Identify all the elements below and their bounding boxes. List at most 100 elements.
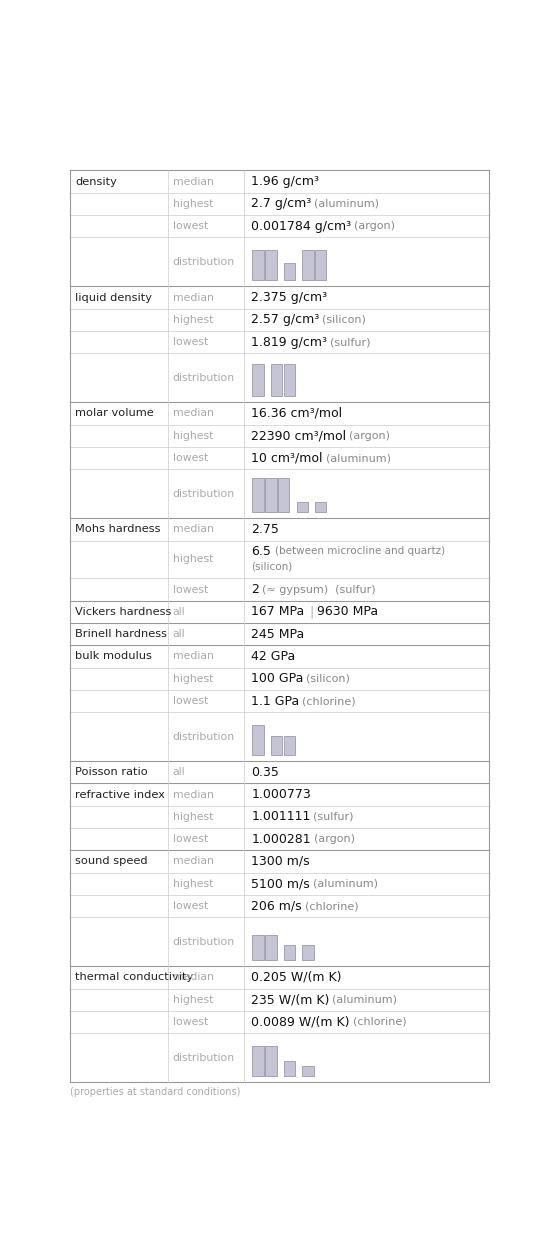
Text: highest: highest	[173, 199, 213, 209]
Text: Brinell hardness: Brinell hardness	[75, 629, 168, 639]
Text: density: density	[75, 177, 117, 187]
Text: 42 GPa: 42 GPa	[252, 650, 296, 662]
Text: (sulfur): (sulfur)	[330, 337, 371, 347]
Bar	[252, 935, 264, 960]
Text: median: median	[173, 972, 213, 982]
Text: lowest: lowest	[173, 696, 208, 706]
Text: highest: highest	[173, 879, 213, 889]
Text: highest: highest	[173, 431, 213, 441]
Text: 2.375 g/cm³: 2.375 g/cm³	[252, 291, 328, 304]
Text: 1.001111: 1.001111	[252, 810, 311, 823]
Bar	[252, 478, 264, 512]
Text: distribution: distribution	[173, 489, 235, 499]
Text: (aluminum): (aluminum)	[313, 879, 378, 889]
Text: 1.1 GPa: 1.1 GPa	[252, 695, 300, 707]
Text: highest: highest	[173, 674, 213, 684]
Text: distribution: distribution	[173, 1052, 235, 1063]
Text: 1.96 g/cm³: 1.96 g/cm³	[252, 176, 319, 188]
Text: (aluminum): (aluminum)	[333, 995, 397, 1005]
Text: distribution: distribution	[173, 732, 235, 742]
Bar	[302, 250, 313, 280]
Text: bulk modulus: bulk modulus	[75, 651, 152, 661]
Text: (aluminum): (aluminum)	[314, 199, 379, 209]
Text: lowest: lowest	[173, 1017, 208, 1027]
Text: median: median	[173, 177, 213, 187]
Text: all: all	[173, 606, 186, 616]
Text: lowest: lowest	[173, 337, 208, 347]
Bar	[265, 478, 277, 512]
Text: 245 MPa: 245 MPa	[252, 627, 305, 641]
Text: (properties at standard conditions): (properties at standard conditions)	[70, 1087, 241, 1097]
Text: lowest: lowest	[173, 901, 208, 911]
Bar	[265, 935, 277, 960]
Bar	[284, 364, 295, 396]
Text: (between microcline and quartz): (between microcline and quartz)	[275, 547, 445, 557]
Text: distribution: distribution	[173, 256, 235, 266]
Text: lowest: lowest	[173, 834, 208, 844]
Text: 100 GPa: 100 GPa	[252, 672, 304, 685]
Bar	[265, 250, 277, 280]
Text: (chlorine): (chlorine)	[302, 696, 356, 706]
Bar	[302, 945, 313, 960]
Text: (aluminum): (aluminum)	[325, 453, 390, 463]
Text: 0.35: 0.35	[252, 766, 280, 779]
Text: (≈ gypsum)  (sulfur): (≈ gypsum) (sulfur)	[262, 585, 376, 595]
Text: 2: 2	[252, 583, 259, 596]
Bar	[265, 1046, 277, 1076]
Text: 10 cm³/mol: 10 cm³/mol	[252, 452, 323, 464]
Bar	[284, 1061, 295, 1076]
Bar	[296, 502, 308, 512]
Text: molar volume: molar volume	[75, 408, 154, 418]
Text: distribution: distribution	[173, 936, 235, 946]
Text: 0.0089 W/(m K): 0.0089 W/(m K)	[252, 1016, 350, 1028]
Text: (chlorine): (chlorine)	[353, 1017, 406, 1027]
Text: median: median	[173, 857, 213, 867]
Text: lowest: lowest	[173, 222, 208, 232]
Text: (argon): (argon)	[349, 431, 390, 441]
Text: 167 MPa: 167 MPa	[252, 605, 305, 619]
Bar	[284, 736, 295, 756]
Text: 2.7 g/cm³: 2.7 g/cm³	[252, 198, 312, 210]
Text: 2.57 g/cm³: 2.57 g/cm³	[252, 314, 320, 326]
Text: 6.5: 6.5	[252, 544, 271, 558]
Text: liquid density: liquid density	[75, 293, 152, 303]
Text: Poisson ratio: Poisson ratio	[75, 767, 148, 777]
Bar	[252, 364, 264, 396]
Text: thermal conductivity: thermal conductivity	[75, 972, 194, 982]
Text: 1300 m/s: 1300 m/s	[252, 855, 310, 868]
Bar	[315, 250, 327, 280]
Text: (chlorine): (chlorine)	[305, 901, 358, 911]
Text: all: all	[173, 629, 186, 639]
Text: 5100 m/s: 5100 m/s	[252, 878, 310, 890]
Text: 0.001784 g/cm³: 0.001784 g/cm³	[252, 219, 352, 233]
Text: median: median	[173, 651, 213, 661]
Bar	[271, 736, 282, 756]
Text: (silicon): (silicon)	[322, 315, 366, 325]
Text: lowest: lowest	[173, 585, 208, 595]
Text: distribution: distribution	[173, 372, 235, 382]
Text: median: median	[173, 293, 213, 303]
Bar	[284, 945, 295, 960]
Text: 206 m/s: 206 m/s	[252, 900, 302, 913]
Text: median: median	[173, 789, 213, 799]
Text: median: median	[173, 408, 213, 418]
Text: highest: highest	[173, 554, 213, 564]
Text: (silicon): (silicon)	[306, 674, 351, 684]
Bar	[271, 364, 282, 396]
Text: sound speed: sound speed	[75, 857, 148, 867]
Text: 235 W/(m K): 235 W/(m K)	[252, 994, 330, 1006]
Text: 16.36 cm³/mol: 16.36 cm³/mol	[252, 407, 342, 420]
Text: highest: highest	[173, 812, 213, 822]
Bar	[284, 263, 295, 280]
Bar	[302, 1066, 313, 1076]
Text: refractive index: refractive index	[75, 789, 165, 799]
Text: (argon): (argon)	[313, 834, 355, 844]
Text: median: median	[173, 524, 213, 534]
Text: lowest: lowest	[173, 453, 208, 463]
Bar	[252, 1046, 264, 1076]
Bar	[278, 478, 289, 512]
Text: 2.75: 2.75	[252, 523, 280, 535]
Text: Mohs hardness: Mohs hardness	[75, 524, 161, 534]
Text: 1.000281: 1.000281	[252, 833, 311, 845]
Text: 0.205 W/(m K): 0.205 W/(m K)	[252, 971, 342, 984]
